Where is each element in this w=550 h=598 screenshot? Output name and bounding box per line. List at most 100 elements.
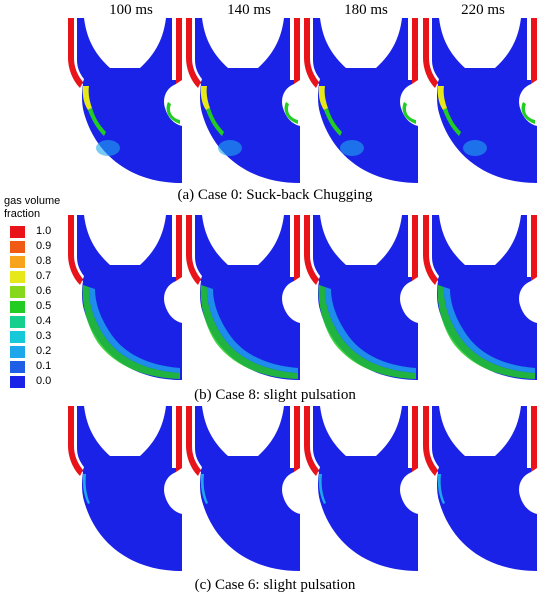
- panel-case8-t2: [186, 215, 300, 380]
- pipe-gap-right: [527, 18, 531, 80]
- gas-interface-left: [200, 86, 210, 110]
- liquid-domain: [429, 18, 537, 183]
- gas-interface-band: [318, 285, 416, 379]
- legend-swatch-0-8: [10, 256, 25, 268]
- legend-swatch-0-9: [10, 241, 25, 253]
- pipe-wall-right: [531, 215, 537, 281]
- pipe-wall-left: [423, 215, 438, 285]
- legend-swatch-0-6: [10, 286, 25, 298]
- pipe-gap-right: [172, 18, 176, 80]
- gas-interface-thin: [82, 474, 90, 504]
- pipe-gap-right: [408, 18, 412, 80]
- gas-interface-thin: [200, 474, 208, 504]
- pipe-gap-left: [74, 215, 84, 279]
- time-label-180ms: 180 ms: [344, 2, 388, 18]
- pipe-gap-left: [74, 18, 84, 82]
- gas-bubble: [340, 140, 364, 156]
- pipe-gap-right: [290, 18, 294, 80]
- legend-label-0-9: 0.9: [36, 240, 52, 252]
- legend-swatch-0-0: [10, 376, 25, 388]
- legend-label-0-0: 0.0: [36, 375, 52, 387]
- gas-interface-right: [521, 102, 535, 124]
- pipe-wall-right: [412, 18, 418, 84]
- gas-interface-inner: [324, 287, 416, 373]
- pipe-gap-right: [408, 215, 412, 277]
- pipe-gap-left: [192, 406, 202, 470]
- gas-interface-left: [437, 86, 447, 110]
- pipe-wall-left: [186, 18, 201, 88]
- pipe-wall-left: [186, 215, 201, 285]
- legend-label-1-0: 1.0: [36, 225, 52, 237]
- pipe-wall-right: [294, 215, 300, 281]
- gas-interface-thin: [437, 474, 445, 504]
- gas-interface-band: [200, 285, 298, 379]
- pipe-gap-left: [192, 18, 202, 82]
- pipe-wall-right: [531, 406, 537, 472]
- gas-interface-left: [318, 86, 328, 110]
- gas-interface-right: [166, 102, 180, 124]
- legend-label-0-5: 0.5: [36, 300, 52, 312]
- pipe-gap-left: [429, 215, 439, 279]
- gas-bubble: [96, 140, 120, 156]
- legend-swatch-0-7: [10, 271, 25, 283]
- pipe-gap-right: [527, 406, 531, 468]
- pipe-wall-left: [68, 406, 83, 476]
- panel-case6-t1: [68, 406, 182, 571]
- caption-case-0: (a) Case 0: Suck-back Chugging: [177, 187, 373, 203]
- pipe-wall-right: [412, 406, 418, 472]
- liquid-domain: [74, 406, 182, 571]
- pipe-gap-right: [290, 215, 294, 277]
- pipe-gap-left: [310, 18, 320, 82]
- legend-swatch-0-5: [10, 301, 25, 313]
- caption-case-6: (c) Case 6: slight pulsation: [194, 577, 356, 593]
- gas-interface-inner: [443, 287, 535, 373]
- legend-swatch-0-2: [10, 346, 25, 358]
- liquid-domain: [310, 18, 418, 183]
- pipe-wall-left: [423, 406, 438, 476]
- gas-interface-left-lower: [88, 108, 106, 136]
- panel-case8-t4: [423, 215, 537, 380]
- gas-bubble: [218, 140, 242, 156]
- time-label-140ms: 140 ms: [227, 2, 271, 18]
- liquid-domain: [310, 406, 418, 571]
- gas-interface-left: [82, 86, 92, 110]
- legend-label-0-8: 0.8: [36, 255, 52, 267]
- gas-interface-left-lower: [443, 108, 461, 136]
- legend-label-0-6: 0.6: [36, 285, 52, 297]
- pipe-wall-left: [423, 18, 438, 88]
- pipe-gap-right: [172, 215, 176, 277]
- gas-bubble: [463, 140, 487, 156]
- gas-interface-inner: [88, 287, 180, 373]
- pipe-wall-left: [68, 18, 83, 88]
- panel-case6-t3: [304, 406, 418, 571]
- pipe-gap-right: [290, 406, 294, 468]
- legend-title: gas volume fraction: [4, 195, 61, 220]
- gas-interface-band: [82, 285, 180, 379]
- liquid-domain: [74, 18, 182, 183]
- time-label-100ms: 100 ms: [109, 2, 153, 18]
- pipe-wall-left: [304, 215, 319, 285]
- panel-case8-t3: [304, 215, 418, 380]
- pipe-wall-left: [68, 215, 83, 285]
- gas-interface-thin: [318, 474, 326, 504]
- legend-label-0-1: 0.1: [36, 360, 52, 372]
- legend-swatch-0-4: [10, 316, 25, 328]
- caption-case-8: (b) Case 8: slight pulsation: [194, 387, 356, 403]
- pipe-gap-right: [172, 406, 176, 468]
- liquid-domain: [192, 406, 300, 571]
- panel-case0-t1: [68, 18, 182, 183]
- legend-swatch-0-3: [10, 331, 25, 343]
- liquid-domain: [192, 18, 300, 183]
- legend-label-0-2: 0.2: [36, 345, 52, 357]
- gas-interface-left-lower: [206, 108, 224, 136]
- pipe-gap-left: [310, 406, 320, 470]
- gas-interface-right: [284, 102, 298, 124]
- legend-swatch-1-0: [10, 226, 25, 238]
- time-label-220ms: 220 ms: [461, 2, 505, 18]
- legend-label-0-3: 0.3: [36, 330, 52, 342]
- pipe-wall-left: [304, 18, 319, 88]
- panel-case6-t2: [186, 406, 300, 571]
- pipe-wall-right: [294, 18, 300, 84]
- panel-case8-t1: [68, 215, 182, 380]
- panel-case0-t4: [423, 18, 537, 183]
